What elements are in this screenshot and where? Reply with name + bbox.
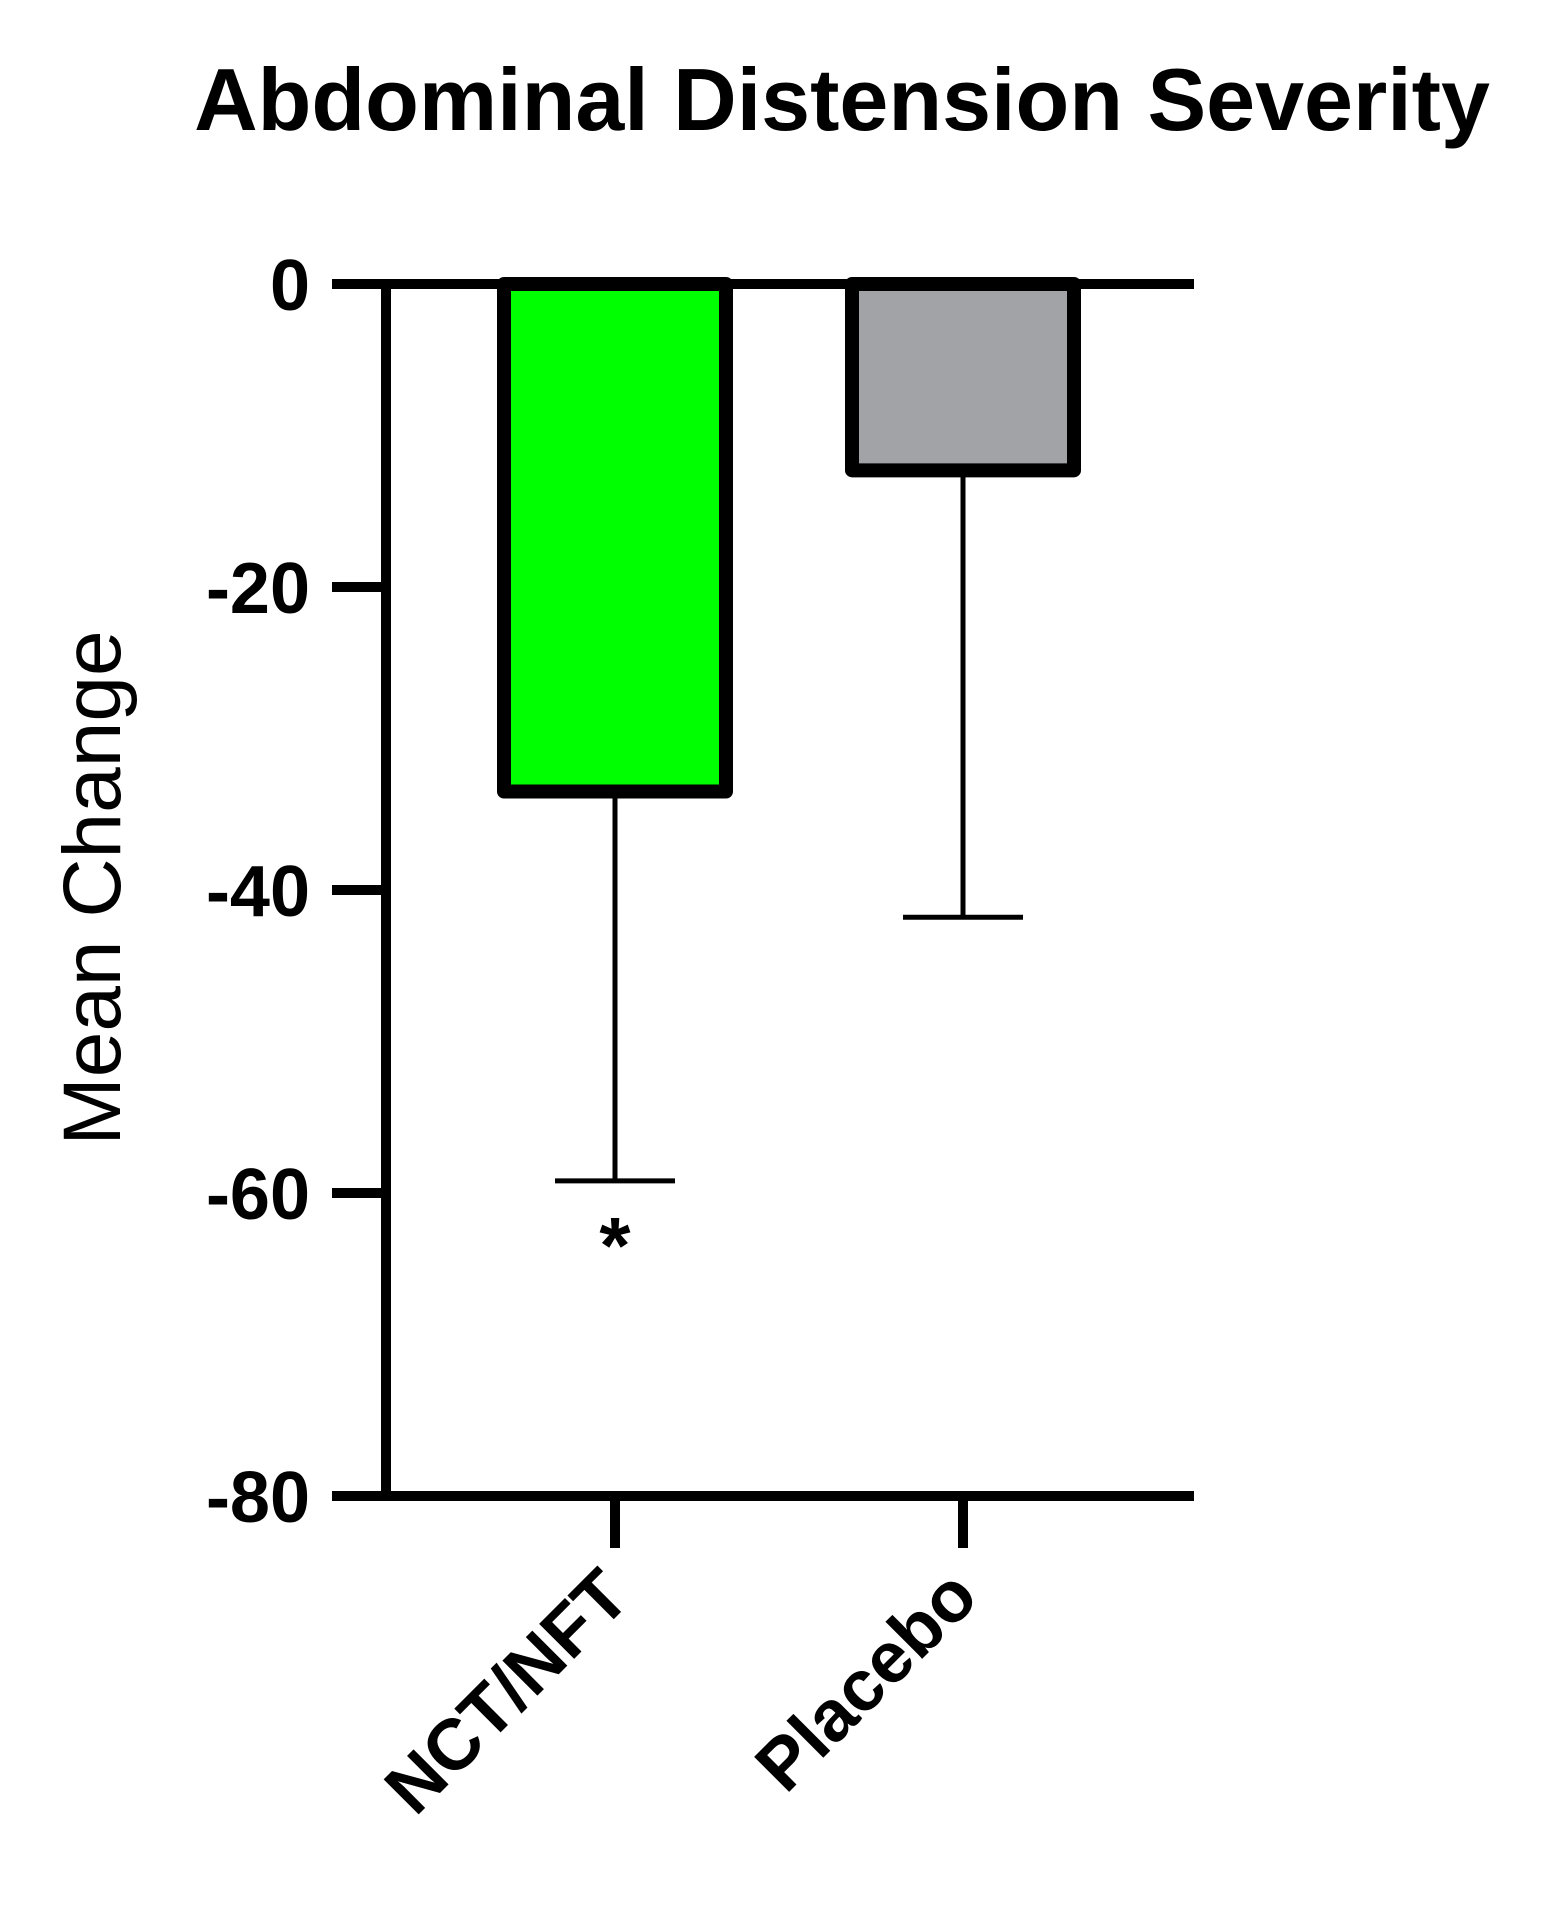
- bar: [845, 277, 1081, 478]
- y-tick-label: -40: [206, 852, 310, 932]
- y-tick-label: -80: [206, 1458, 310, 1538]
- y-tick-label: 0: [270, 246, 310, 326]
- y-axis-label: Mean Change: [47, 630, 138, 1145]
- x-tick-label: NCT/NFT: [370, 1555, 644, 1829]
- y-tick-label: -20: [206, 549, 310, 629]
- plot-area: 0 -20 -40 -60 -80 NCT/NFT Placebo *: [206, 246, 1194, 1829]
- significance-marker: *: [599, 1201, 631, 1290]
- x-tick-label: Placebo: [740, 1555, 992, 1807]
- chart-title: Abdominal Distension Severity: [194, 50, 1490, 149]
- bar: [497, 277, 733, 799]
- y-tick-label: -60: [206, 1155, 310, 1235]
